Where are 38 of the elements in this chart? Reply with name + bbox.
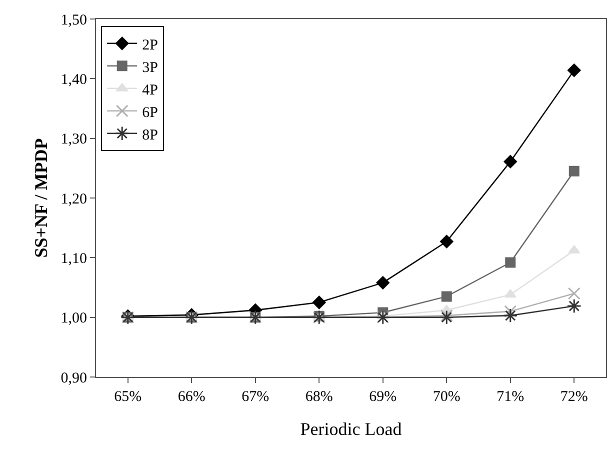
point bbox=[440, 234, 454, 248]
y-tick-label: 1,50 bbox=[60, 12, 87, 28]
y-tick-label: 0,90 bbox=[60, 370, 87, 386]
y-tick-label: 1,10 bbox=[60, 250, 87, 267]
point bbox=[505, 257, 516, 268]
y-tick-label: 1,00 bbox=[60, 310, 87, 327]
point bbox=[568, 287, 580, 300]
x-tick-label: 65% bbox=[114, 389, 142, 405]
y-tick-label: 1,40 bbox=[60, 72, 87, 88]
y-tick-label: 1,30 bbox=[60, 132, 87, 148]
x-tick-label: 68% bbox=[305, 389, 333, 405]
point bbox=[504, 305, 517, 318]
x-tick-label: 66% bbox=[178, 389, 206, 405]
point bbox=[504, 289, 516, 298]
x-tick-label: 71% bbox=[496, 389, 524, 405]
point bbox=[441, 291, 452, 302]
point bbox=[503, 308, 518, 323]
point bbox=[312, 296, 326, 310]
y-tick-label: 1,20 bbox=[60, 191, 87, 208]
legend-label: 6P bbox=[142, 104, 158, 121]
legend-label: 2P bbox=[142, 37, 158, 54]
point bbox=[440, 309, 453, 322]
point bbox=[566, 298, 582, 314]
y-axis-title: SS+NF / MPDP bbox=[30, 138, 51, 258]
legend-label: 3P bbox=[142, 60, 158, 76]
x-tick-label: 70% bbox=[432, 389, 460, 405]
point bbox=[376, 276, 390, 290]
point bbox=[568, 64, 581, 77]
x-axis-title: Periodic Load bbox=[300, 419, 402, 440]
x-tick-label: 72% bbox=[560, 389, 588, 405]
legend-label: 4P bbox=[142, 82, 158, 98]
legend-label: 8P bbox=[142, 127, 158, 144]
point bbox=[504, 155, 517, 168]
point bbox=[568, 166, 580, 176]
point bbox=[568, 245, 580, 254]
x-tick-label: 69% bbox=[369, 389, 397, 405]
point bbox=[439, 310, 454, 325]
x-tick-label: 67% bbox=[242, 389, 270, 405]
